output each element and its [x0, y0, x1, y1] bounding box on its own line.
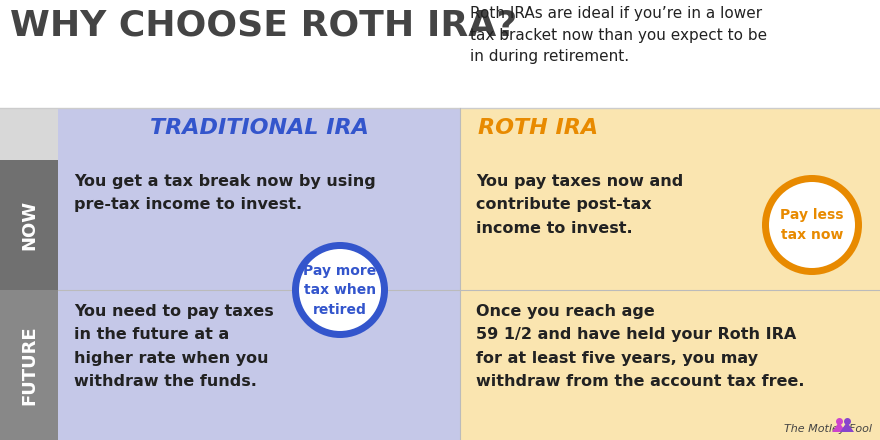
Circle shape: [299, 249, 381, 331]
Bar: [0, 290, 58, 440]
Bar: [460, 108, 880, 160]
Polygon shape: [832, 422, 846, 432]
Text: You need to pay taxes
in the future at a
higher rate when you
withdraw the funds: You need to pay taxes in the future at a…: [74, 304, 274, 389]
Bar: [460, 160, 880, 290]
Polygon shape: [840, 422, 854, 432]
Bar: [0, 160, 58, 290]
Text: NOW: NOW: [20, 200, 38, 250]
Text: TRADITIONAL IRA: TRADITIONAL IRA: [150, 118, 369, 138]
Text: FUTURE: FUTURE: [20, 325, 38, 405]
Text: ROTH IRA: ROTH IRA: [478, 118, 598, 138]
Text: Once you reach age
59 1/2 and have held your Roth IRA
for at least five years, y: Once you reach age 59 1/2 and have held …: [476, 304, 804, 389]
Bar: [0, 0, 880, 108]
Bar: [58, 160, 460, 290]
Bar: [0, 108, 58, 160]
Bar: [58, 290, 460, 440]
Circle shape: [292, 242, 388, 338]
Text: You pay taxes now and
contribute post-tax
income to invest.: You pay taxes now and contribute post-ta…: [476, 174, 683, 236]
Text: You get a tax break now by using
pre-tax income to invest.: You get a tax break now by using pre-tax…: [74, 174, 376, 213]
Text: Pay less
tax now: Pay less tax now: [781, 208, 844, 242]
Text: Pay more
tax when
retired: Pay more tax when retired: [304, 264, 377, 316]
Bar: [460, 290, 880, 440]
Circle shape: [762, 175, 862, 275]
Text: Roth IRAs are ideal if you’re in a lower
tax bracket now than you expect to be
i: Roth IRAs are ideal if you’re in a lower…: [470, 6, 767, 64]
Bar: [58, 108, 460, 160]
Circle shape: [769, 182, 855, 268]
Text: The Motley Fool: The Motley Fool: [784, 424, 872, 434]
Text: WHY CHOOSE ROTH IRA?: WHY CHOOSE ROTH IRA?: [10, 8, 517, 42]
